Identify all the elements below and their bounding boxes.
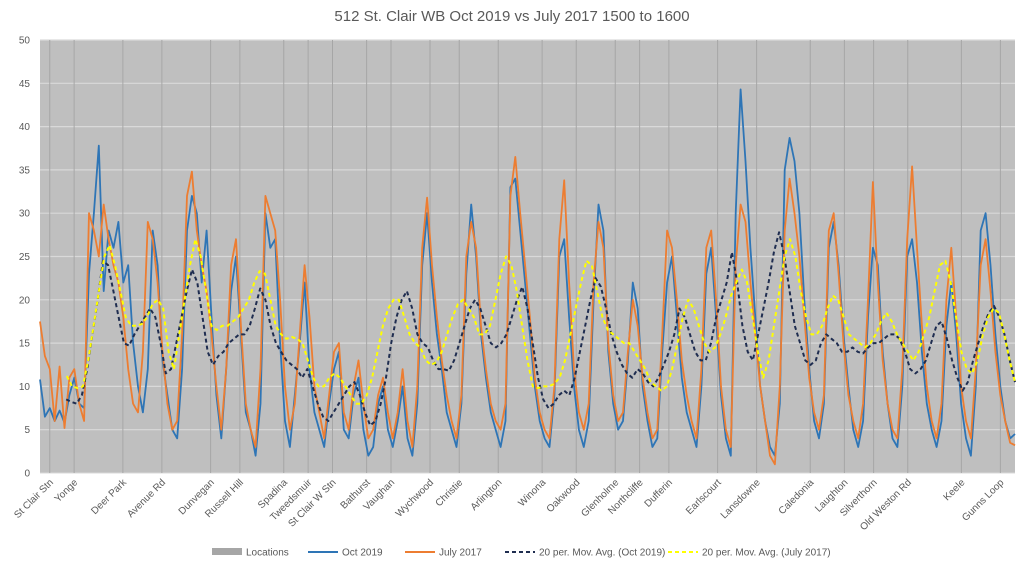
y-tick-label: 10: [19, 382, 31, 393]
x-tick-label: St Clair Stn: [12, 477, 56, 521]
y-tick-label: 20: [19, 295, 31, 306]
x-tick-label: Arlington: [469, 477, 505, 513]
x-tick-label: Oakwood: [545, 477, 583, 515]
gridlines: [40, 39, 1015, 474]
x-tick-label: Dufferin: [643, 477, 675, 509]
y-tick-label: 5: [24, 425, 30, 436]
legend: Locations Oct 2019 July 2017 20 per. Mov. A…: [212, 548, 831, 559]
series-line-3: [65, 231, 1016, 427]
chart-title: 512 St. Clair WB Oct 2019 vs July 2017 1…: [334, 8, 689, 25]
x-tick-label: Wychwood: [394, 477, 436, 519]
y-tick-label: 45: [19, 79, 31, 90]
legend-label: Locations: [246, 548, 289, 559]
x-tick-label: Christie: [434, 477, 466, 509]
legend-label: 20 per. Mov. Avg. (Oct 2019): [539, 548, 665, 559]
x-tick-label: Winona: [516, 477, 548, 509]
x-tick-label: Caledonia: [777, 477, 817, 517]
y-tick-label: 25: [19, 252, 31, 263]
y-tick-label: 15: [19, 339, 31, 350]
legend-label: July 2017: [439, 548, 482, 559]
x-tick-label: Lansdowne: [719, 477, 763, 521]
x-tick-label: Keele: [942, 477, 968, 503]
legend-label: Oct 2019: [342, 548, 383, 559]
x-tick-label: Earlscourt: [684, 477, 724, 517]
y-tick-label: 50: [19, 36, 31, 47]
series-lines: [39, 88, 1016, 466]
x-tick-label: Gunns Loop: [960, 477, 1007, 524]
legend-swatch: [212, 548, 242, 555]
location-lines: [49, 40, 1001, 473]
y-axis-ticks: 0 5 10 15 20 25 30 35 40 45 50: [19, 36, 31, 480]
y-tick-label: 35: [19, 165, 31, 176]
y-tick-label: 40: [19, 122, 31, 133]
legend-label: 20 per. Mov. Avg. (July 2017): [702, 548, 831, 559]
x-tick-label: Avenue Rd: [125, 477, 168, 520]
y-tick-label: 30: [19, 209, 31, 220]
y-tick-label: 0: [24, 469, 30, 480]
x-tick-label: Yonge: [53, 477, 81, 505]
x-tick-label: Deer Park: [89, 477, 129, 517]
